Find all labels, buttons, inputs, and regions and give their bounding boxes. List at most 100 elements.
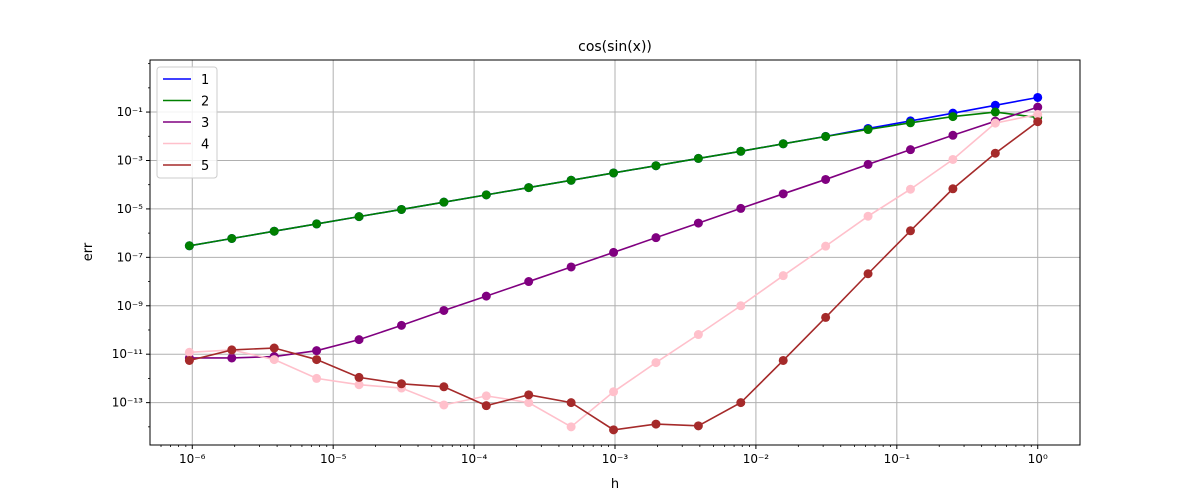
data-point: [566, 398, 576, 408]
data-point: [269, 355, 279, 365]
data-point: [566, 422, 576, 432]
data-point: [481, 401, 491, 411]
x-tick-label: 10⁻¹: [884, 452, 911, 466]
data-point: [481, 190, 491, 200]
data-point: [736, 398, 746, 408]
series-3: [184, 102, 1043, 363]
data-point: [312, 373, 322, 383]
data-point: [184, 241, 194, 251]
y-tick-label: 10⁻¹: [117, 105, 144, 119]
data-point: [396, 204, 406, 214]
data-point: [439, 305, 449, 315]
data-point: [736, 203, 746, 213]
y-tick-label: 10⁻¹³: [112, 396, 143, 410]
x-tick-label: 10⁰: [1028, 452, 1048, 466]
legend-label-4: 4: [201, 138, 209, 153]
data-point: [948, 154, 958, 164]
data-point: [778, 139, 788, 149]
legend-label-2: 2: [201, 95, 209, 110]
data-point: [863, 159, 873, 169]
data-point: [905, 184, 915, 194]
data-point: [693, 153, 703, 163]
data-point: [524, 398, 534, 408]
data-point: [990, 107, 1000, 117]
data-point: [439, 400, 449, 410]
data-point: [439, 382, 449, 392]
data-point: [863, 125, 873, 135]
data-point: [651, 419, 661, 429]
data-point: [948, 184, 958, 194]
x-tick-label: 10⁻⁶: [179, 452, 206, 466]
series-4: [184, 109, 1043, 432]
data-point: [481, 391, 491, 401]
data-point: [821, 174, 831, 184]
data-point: [736, 301, 746, 311]
data-point: [736, 146, 746, 156]
data-point: [227, 345, 237, 355]
y-tick-label: 10⁻³: [117, 153, 144, 167]
series-group: [184, 92, 1043, 435]
data-point: [948, 112, 958, 122]
plot-frame: [149, 59, 1081, 446]
data-point: [1033, 102, 1043, 112]
legend-label-1: 1: [201, 73, 209, 88]
data-point: [778, 271, 788, 281]
data-point: [821, 131, 831, 141]
legend-label-3: 3: [201, 116, 209, 131]
legend-label-5: 5: [201, 159, 209, 174]
data-point: [227, 234, 237, 243]
data-point: [609, 425, 619, 435]
series-2: [184, 107, 1043, 251]
data-point: [481, 291, 491, 301]
data-point: [693, 218, 703, 228]
x-tick-label: 10⁻³: [602, 452, 629, 466]
data-point: [1033, 117, 1043, 127]
data-point: [905, 118, 915, 128]
data-point: [651, 358, 661, 368]
data-point: [990, 118, 1000, 128]
data-point: [609, 247, 619, 257]
y-tick-label: 10⁻⁹: [117, 299, 144, 313]
x-axis-label: h: [611, 477, 619, 492]
data-point: [227, 353, 237, 363]
data-point: [396, 320, 406, 330]
x-tick-label: 10⁻⁴: [461, 452, 488, 466]
data-point: [821, 312, 831, 322]
legend: 1 2 3 4 5: [156, 66, 218, 179]
data-point: [693, 330, 703, 340]
series-5: [184, 117, 1043, 435]
data-point: [566, 175, 576, 185]
data-point: [863, 211, 873, 221]
y-tick-label: 10⁻⁷: [117, 250, 144, 264]
data-point: [990, 100, 1000, 110]
x-tick-label: 10⁻²: [743, 452, 770, 466]
data-point: [184, 347, 194, 357]
grid: [150, 60, 1080, 445]
data-point: [184, 355, 194, 365]
data-point: [312, 346, 322, 356]
data-point: [354, 212, 364, 222]
data-point: [269, 226, 279, 236]
data-point: [1033, 92, 1043, 102]
data-point: [396, 379, 406, 389]
data-point: [609, 387, 619, 397]
data-point: [354, 372, 364, 382]
data-point: [609, 168, 619, 178]
data-point: [354, 380, 364, 390]
data-point: [905, 226, 915, 236]
data-point: [524, 390, 534, 400]
data-point: [566, 262, 576, 272]
data-point: [312, 219, 322, 229]
chart-title: cos(sin(x)): [578, 39, 652, 55]
y-axis-ticks: 10⁻¹³ 10⁻¹¹ 10⁻⁹ 10⁻⁷ 10⁻⁵ 10⁻³ 10⁻¹: [112, 105, 150, 410]
data-point: [821, 241, 831, 251]
data-point: [312, 355, 322, 365]
y-tick-label: 10⁻¹¹: [112, 347, 143, 361]
data-point: [778, 355, 788, 365]
data-point: [354, 335, 364, 345]
y-axis-label: err: [81, 242, 96, 261]
x-axis-ticks: 10⁻⁶ 10⁻⁵ 10⁻⁴ 10⁻³ 10⁻² 10⁻¹ 10⁰: [179, 445, 1048, 466]
data-point: [524, 277, 534, 287]
data-point: [863, 269, 873, 279]
